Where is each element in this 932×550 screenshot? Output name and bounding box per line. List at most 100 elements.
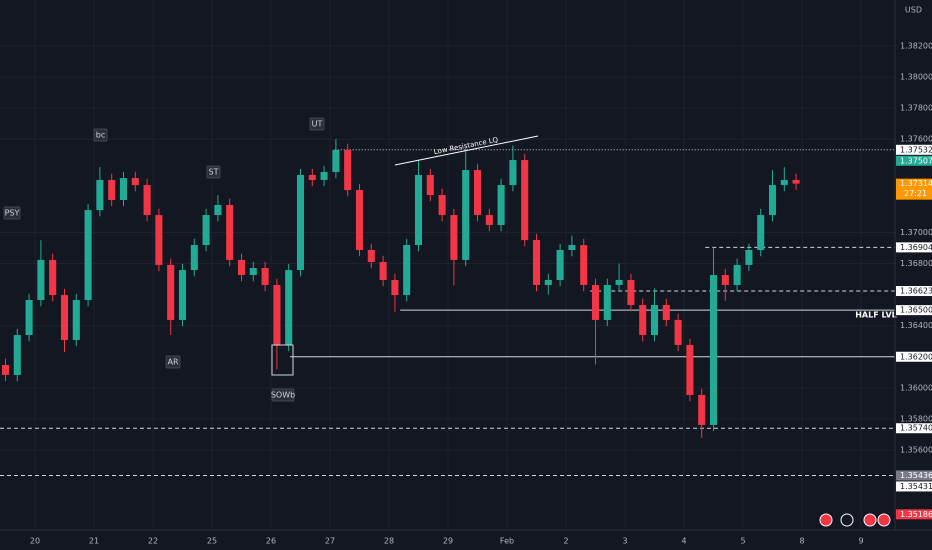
price-label: 1.37532 bbox=[900, 145, 932, 154]
candle-body bbox=[84, 210, 92, 301]
price-label-bg bbox=[896, 178, 932, 200]
candle-body bbox=[72, 300, 80, 340]
price-label: 1.36904 bbox=[900, 243, 932, 252]
price-label: 1.37314 bbox=[900, 179, 932, 188]
y-tick-label: 1.37600 bbox=[900, 135, 932, 144]
candle-body bbox=[568, 245, 576, 251]
candle-body bbox=[450, 215, 458, 260]
y-tick-label: 1.36800 bbox=[900, 259, 932, 268]
annotation-text: ST bbox=[209, 168, 219, 177]
y-tick-label: 1.36000 bbox=[900, 383, 932, 392]
x-tick-label: 25 bbox=[207, 537, 217, 546]
candle-body bbox=[757, 215, 765, 251]
candle-body bbox=[131, 178, 139, 186]
half-level-label: HALF LVL bbox=[855, 311, 897, 320]
candle-body bbox=[462, 169, 470, 260]
candle-body bbox=[332, 149, 340, 173]
candle-body bbox=[25, 300, 33, 335]
price-label: 1.36500 bbox=[900, 306, 932, 315]
candle-body bbox=[709, 275, 718, 425]
candle-body bbox=[745, 250, 753, 265]
price-label: 1.35431 bbox=[900, 482, 932, 491]
price-label: 1.35740 bbox=[900, 424, 932, 433]
price-label-bg bbox=[896, 470, 932, 481]
candle-body bbox=[261, 268, 269, 285]
currency-label[interactable]: USD bbox=[905, 6, 922, 15]
x-tick-label: 3 bbox=[622, 537, 627, 546]
price-label-bg bbox=[896, 144, 932, 155]
countdown-label: 27:21 bbox=[904, 189, 927, 198]
candle-body bbox=[509, 160, 517, 186]
annotation: SOWb bbox=[271, 388, 295, 402]
annotation: PSY bbox=[3, 206, 21, 220]
price-label-bg bbox=[896, 286, 932, 297]
x-tick-label: 27 bbox=[325, 537, 335, 546]
annotation-text: UT bbox=[312, 120, 323, 129]
candle-body bbox=[532, 240, 541, 285]
candle-body bbox=[473, 169, 482, 216]
candle-body bbox=[296, 174, 305, 271]
price-label-bg bbox=[896, 481, 932, 492]
candle-body bbox=[167, 264, 175, 320]
candle-body bbox=[96, 179, 104, 211]
x-tick-label: 29 bbox=[443, 537, 453, 546]
candle-body bbox=[780, 179, 788, 186]
candle-body bbox=[497, 185, 505, 225]
annotation: UT bbox=[309, 117, 325, 131]
candle-body bbox=[37, 259, 45, 301]
annotation-text: bc bbox=[96, 131, 105, 140]
x-tick-label: 4 bbox=[681, 537, 686, 546]
candle-body bbox=[403, 245, 411, 296]
annotation: ST bbox=[206, 165, 221, 179]
annotation-text: SOWb bbox=[271, 391, 295, 400]
price-label: 1.37507 bbox=[900, 156, 932, 165]
candle-body bbox=[391, 279, 399, 296]
candle-body bbox=[603, 284, 611, 320]
candle-body bbox=[768, 185, 777, 216]
candle-body bbox=[49, 259, 57, 296]
candle-body bbox=[615, 279, 623, 285]
candle-body bbox=[485, 215, 493, 225]
candle-body bbox=[556, 250, 564, 280]
price-label: 1.35186 bbox=[900, 510, 932, 519]
candle-body bbox=[60, 295, 69, 340]
candle-body bbox=[438, 195, 446, 216]
candle-body bbox=[1, 364, 10, 375]
price-label-bg bbox=[896, 509, 932, 520]
candle-body bbox=[308, 174, 316, 180]
candle-body bbox=[143, 185, 151, 216]
candle-body bbox=[178, 270, 187, 320]
candle-body bbox=[698, 394, 706, 425]
x-tick-label: 28 bbox=[384, 537, 394, 546]
candle-body bbox=[355, 190, 364, 251]
annotation: AR bbox=[165, 355, 181, 369]
candle-body bbox=[214, 204, 222, 216]
price-label-bg bbox=[896, 305, 932, 316]
candle-body bbox=[662, 305, 670, 320]
annotation: bc bbox=[93, 128, 108, 142]
candle-body bbox=[686, 344, 694, 395]
candle-body bbox=[202, 215, 210, 246]
event-icons bbox=[819, 513, 891, 527]
candle-body bbox=[367, 250, 375, 262]
y-tick-label: 1.36400 bbox=[900, 321, 932, 330]
y-tick-label: 1.35800 bbox=[900, 414, 932, 423]
candle-body bbox=[733, 264, 741, 285]
candle-body bbox=[721, 275, 729, 285]
x-tick-label: 9 bbox=[858, 537, 863, 546]
candle-body bbox=[426, 174, 434, 196]
candle-body bbox=[792, 179, 800, 184]
price-label-bg bbox=[896, 242, 932, 253]
y-tick-label: 1.38200 bbox=[900, 41, 932, 50]
candle-body bbox=[285, 270, 293, 345]
x-tick-label: 21 bbox=[89, 537, 99, 546]
y-tick-label: 1.35600 bbox=[900, 445, 932, 454]
x-tick-label: 20 bbox=[30, 537, 40, 546]
x-tick-label: 22 bbox=[148, 537, 158, 546]
price-label: 1.35436 bbox=[900, 471, 932, 480]
y-tick-label: 1.37000 bbox=[900, 228, 932, 237]
price-label: 1.36623 bbox=[900, 287, 932, 296]
candle-body bbox=[344, 149, 352, 191]
